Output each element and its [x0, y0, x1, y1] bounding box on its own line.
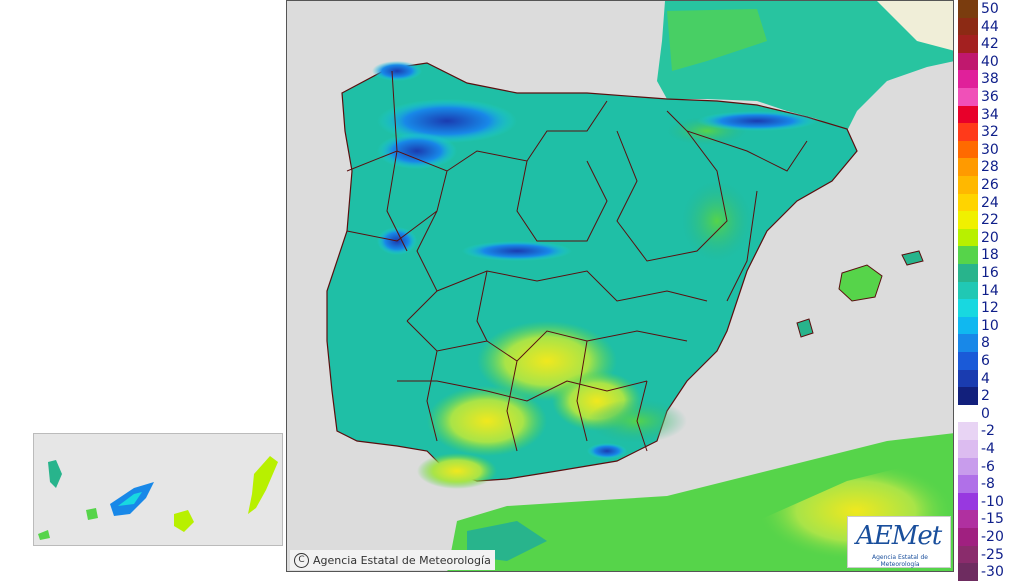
la-gomera: [86, 508, 98, 520]
legend-swatch: [958, 176, 978, 195]
legend-swatch: [958, 52, 978, 71]
legend-swatch: [958, 211, 978, 230]
legend-label: 26: [981, 177, 999, 193]
legend-label: 40: [981, 53, 999, 70]
legend-swatch: [958, 228, 978, 247]
legend-swatch: [958, 246, 978, 265]
legend-swatch: [958, 158, 978, 177]
legend-swatch: [958, 404, 978, 423]
legend-swatch: [958, 0, 978, 19]
aemet-subtitle: Agencia Estatal de Meteorología: [871, 554, 928, 568]
legend-label: -4: [981, 441, 995, 457]
legend-swatch: [958, 140, 978, 159]
legend-swatch: [958, 545, 978, 564]
iberian-peninsula: [326, 62, 858, 482]
map-canvas: [326, 1, 953, 571]
legend-label: 12: [981, 300, 999, 317]
legend-label: 24: [981, 194, 999, 211]
copyright-icon: C: [294, 552, 309, 568]
legend-label: -25: [981, 546, 1004, 563]
legend-label: 36: [981, 89, 999, 105]
legend-label: 18: [981, 247, 999, 264]
legend-label: 6: [981, 353, 990, 369]
legend-swatch: [958, 510, 978, 529]
legend-swatch: [958, 70, 978, 89]
legend-label: 10: [981, 317, 999, 334]
legend-label: -30: [981, 564, 1004, 581]
legend-swatch: [958, 105, 978, 124]
copyright-text: Agencia Estatal de Meteorología: [313, 553, 491, 567]
legend-swatch: [958, 369, 978, 388]
legend-label: 34: [981, 106, 999, 123]
legend-swatch: [958, 440, 978, 459]
legend-label: 4: [981, 370, 990, 387]
fuerteventura: [248, 456, 278, 514]
legend-swatch: [958, 193, 978, 212]
el-hierro: [38, 530, 50, 540]
legend-swatch: [958, 299, 978, 318]
legend-swatch: [958, 123, 978, 142]
legend-label: 0: [981, 405, 990, 422]
legend-swatch: [958, 35, 978, 54]
legend-label: -20: [981, 529, 1004, 545]
legend-label: 38: [981, 71, 999, 88]
legend-label: 32: [981, 124, 999, 141]
legend-swatch: [958, 316, 978, 335]
legend-label: 16: [981, 265, 999, 281]
aemet-wordmark: AEMet: [856, 521, 942, 551]
legend-label: -8: [981, 476, 995, 493]
legend-label: 42: [981, 36, 999, 53]
legend-swatch: [958, 528, 978, 547]
canary-islands-inset: [33, 433, 283, 546]
legend-swatch: [958, 457, 978, 476]
legend-label: 28: [981, 159, 999, 176]
province-borders: [346, 70, 808, 452]
aemet-logo: AEMet Agencia Estatal de Meteorología: [847, 516, 951, 568]
temperature-legend: 50 44 42 40 38 36 34 32 30 28 26 24 22 20 18 16 14 12 10 8 6…: [955, 0, 1024, 581]
legend-label: 14: [981, 282, 999, 299]
copyright-label: C Agencia Estatal de Meteorología: [290, 550, 495, 570]
temperature-map: [286, 0, 954, 572]
legend-swatch: [958, 352, 978, 371]
legend-label: 30: [981, 141, 999, 158]
mallorca: [838, 264, 883, 302]
legend-swatch: [958, 422, 978, 441]
legend-label: 20: [981, 229, 999, 246]
legend-swatch: [958, 492, 978, 511]
menorca: [901, 250, 924, 266]
legend-label: 2: [981, 388, 990, 405]
legend-swatch: [958, 88, 978, 107]
legend-swatch: [958, 387, 978, 406]
legend-label: -10: [981, 493, 1004, 510]
legend-label: -6: [981, 458, 995, 475]
gran-canaria: [174, 510, 194, 532]
legend-swatch: [958, 475, 978, 494]
legend-label: 44: [981, 18, 999, 35]
legend-label: 22: [981, 212, 999, 229]
legend-label: -15: [981, 511, 1004, 528]
canary-islands-map: [38, 456, 278, 540]
legend-swatch: [958, 17, 978, 36]
ibiza: [796, 318, 814, 338]
legend-swatch: [958, 281, 978, 300]
legend-swatch: [958, 563, 978, 581]
legend-swatch: [958, 334, 978, 353]
legend-label: -2: [981, 423, 995, 440]
legend-label: 8: [981, 335, 990, 352]
la-palma: [48, 460, 62, 488]
legend-swatch: [958, 264, 978, 283]
legend-label: 50: [981, 1, 999, 17]
